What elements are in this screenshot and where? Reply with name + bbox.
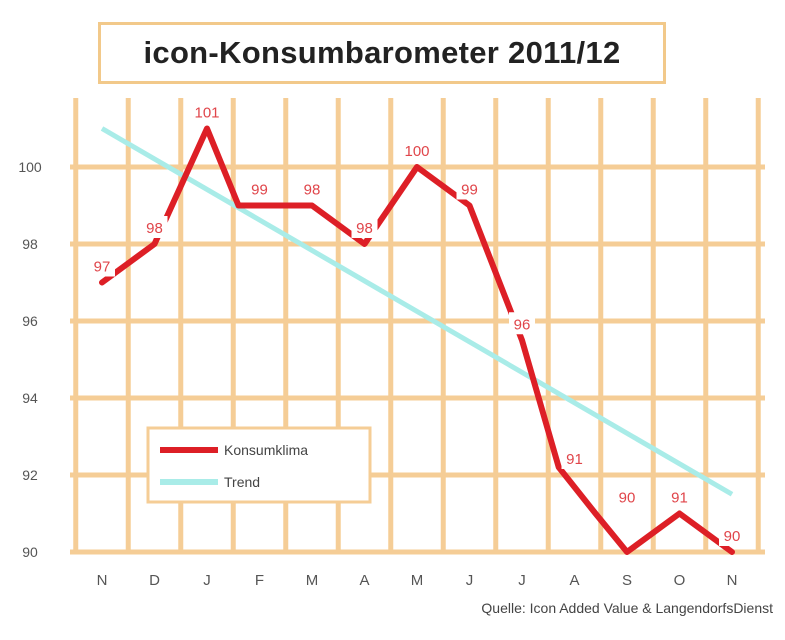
x-tick-label: J: [466, 572, 474, 589]
legend-box: [146, 426, 372, 504]
konsumklima-point: [593, 511, 598, 516]
konsumklima-point: [730, 550, 734, 554]
x-tick-label: F: [255, 572, 264, 589]
konsumklima-point: [625, 550, 629, 554]
konsumklima-point: [556, 465, 561, 470]
x-tick-label: S: [622, 572, 632, 589]
data-label-bg: [399, 139, 435, 161]
data-label-bg: [509, 312, 535, 335]
data-label-bg: [561, 447, 588, 469]
x-tick-label: J: [518, 572, 526, 589]
data-label-bg: [189, 100, 225, 123]
y-tick-label: 90: [22, 544, 38, 560]
konsumklima-point: [205, 126, 209, 131]
x-tick-label: A: [569, 572, 579, 589]
konsumklima-point: [310, 203, 314, 208]
konsumklima-point: [100, 280, 104, 285]
konsumklima-point: [362, 242, 367, 246]
y-tick-label: 96: [22, 313, 38, 329]
x-tick-label: J: [203, 572, 211, 589]
x-tick-label: N: [97, 572, 108, 589]
data-label: 100: [404, 143, 429, 160]
konsumklima-point: [236, 203, 241, 208]
trend-line: [100, 126, 734, 497]
data-label-bg: [141, 216, 168, 238]
data-label: 98: [356, 220, 373, 237]
konsumklima-line: [99, 125, 735, 555]
konsumklima-point: [677, 511, 682, 516]
data-label-bg: [456, 177, 483, 200]
data-label: 101: [194, 105, 219, 122]
y-tick-label: 98: [22, 236, 38, 252]
data-label: 98: [304, 182, 321, 199]
legend-label: Trend: [224, 474, 260, 490]
konsumklima-point: [152, 242, 157, 246]
source-note: Quelle: Icon Added Value & LangendorfsDi…: [481, 600, 773, 616]
data-label: 90: [619, 490, 636, 507]
x-tick-label: O: [674, 572, 686, 589]
data-label: 99: [461, 182, 478, 199]
data-label-bg: [246, 177, 273, 200]
x-tick-label: M: [306, 572, 319, 589]
konsumklima-point: [520, 338, 524, 343]
y-tick-label: 94: [22, 390, 38, 406]
data-label: 97: [94, 259, 111, 276]
data-label-bg: [299, 177, 325, 200]
x-tick-label: M: [411, 572, 424, 589]
x-tick-label: A: [359, 572, 369, 589]
data-label-bg: [614, 485, 640, 508]
data-label: 96: [514, 316, 531, 333]
chart-title-box: icon-Konsumbarometer 2011/12: [98, 22, 666, 84]
y-tick-label: 92: [22, 467, 38, 483]
konsumklima-point: [415, 165, 419, 169]
data-label-bg: [666, 485, 693, 508]
data-label: 99: [251, 182, 268, 199]
data-label-bg: [719, 524, 745, 546]
data-label-bg: [89, 254, 115, 277]
konsumklima-point: [467, 203, 472, 208]
y-tick-label: 100: [18, 159, 42, 175]
data-label-bg: [351, 216, 378, 238]
legend-label: Konsumklima: [224, 442, 308, 458]
data-label: 91: [671, 490, 688, 507]
data-label: 98: [146, 220, 163, 237]
chart-title: icon-Konsumbarometer 2011/12: [143, 35, 621, 70]
data-label: 90: [724, 528, 741, 545]
x-tick-label: D: [149, 572, 160, 589]
data-label: 91: [566, 451, 583, 468]
x-tick-label: N: [727, 572, 738, 589]
